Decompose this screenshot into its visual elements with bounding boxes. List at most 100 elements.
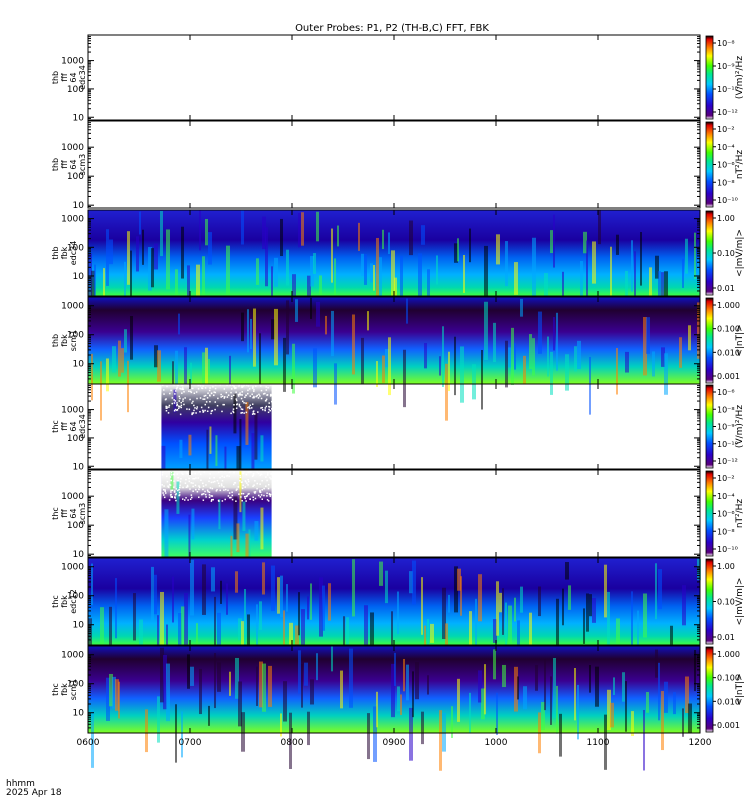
colorbar-tick-label: 0.001 [717, 372, 740, 381]
colorbar [705, 646, 714, 733]
x-tick-label: 0600 [77, 738, 100, 748]
spectrogram-p8 [88, 646, 700, 771]
x-tick-label: 0800 [281, 738, 304, 748]
y-tick-label: 1000 [61, 563, 84, 573]
colorbar-tick-label: 1.000 [717, 301, 740, 310]
colorbar [705, 384, 714, 469]
panel-frame [87, 120, 701, 209]
x-tick-label: 1100 [587, 738, 610, 748]
colorbar-tick-label: 10⁻⁶ [717, 388, 735, 397]
panel-label-line: 64 [69, 421, 78, 431]
colorbar-title: <|mV/m|> [735, 229, 745, 277]
colorbar-tick-label: 0.01 [717, 284, 735, 293]
y-tick-label: 1000 [61, 57, 84, 67]
x-tick-label: 0900 [383, 738, 406, 748]
y-tick-label: 100 [67, 592, 84, 602]
colorbar-tick-label: 10⁻⁸ [717, 178, 735, 187]
colorbar-tick-label: 0.100 [717, 325, 740, 334]
colorbar [705, 297, 714, 384]
y-tick-label: 100 [67, 331, 84, 341]
x-tick-label: 1000 [485, 738, 508, 748]
panel-label-line: thc [51, 595, 60, 608]
y-tick-label: 10 [73, 550, 85, 560]
y-tick-label: 1000 [61, 406, 84, 416]
colorbar-tick-label: 10⁻⁴ [717, 143, 735, 152]
panel-label-line: fff [60, 509, 69, 518]
time-axis-label-hhmm: hhmm [6, 779, 35, 789]
colorbar-tick-label: 0.10 [717, 249, 735, 258]
colorbar-title: nT²/Hz [735, 499, 745, 529]
time-axis-label-date: 2025 Apr 18 [6, 788, 62, 798]
panel-label-line: fff [60, 160, 69, 169]
colorbar-title: (V/m)²/Hz [735, 405, 745, 448]
colorbar-title: <|nT|> [735, 673, 745, 705]
panel-label-line: thb [51, 334, 60, 347]
y-tick-label: 10 [73, 113, 85, 123]
colorbar-tick-label: 10⁻¹⁰ [717, 545, 738, 554]
colorbar-tick-label: 10⁻⁶ [717, 161, 735, 170]
panel-p4: 10 100 1000 thb fbk scm1 1.000 0.100 0.010 0.001 <… [51, 296, 745, 421]
panel-label-line: thb [51, 158, 60, 171]
colorbar-tick-label: 0.010 [717, 348, 740, 357]
colorbar-tick-label: 10⁻⁶ [717, 510, 735, 519]
panel-label-line: scm1 [69, 679, 78, 700]
y-tick-label: 10 [73, 621, 85, 631]
y-tick-label: 1000 [61, 215, 84, 225]
y-tick-label: 100 [67, 434, 84, 444]
panel-label-line: 64 [69, 159, 78, 169]
y-tick-label: 10 [73, 709, 85, 719]
panel-label-line: fff [60, 422, 69, 431]
colorbar [705, 35, 714, 120]
colorbar-tick-label: 10⁻² [717, 125, 735, 134]
panel-label-line: thc [51, 420, 60, 433]
colorbar [705, 121, 714, 208]
colorbar-title: <|mV/m|> [735, 578, 745, 626]
colorbar-tick-label: 10⁻⁴ [717, 492, 735, 501]
colorbar-tick-label: 10⁻⁸ [717, 527, 735, 536]
x-tick-label: 1200 [689, 738, 712, 748]
colorbar-tick-label: 1.00 [717, 214, 735, 223]
colorbar-tick-label: 1.000 [717, 650, 740, 659]
y-tick-label: 10 [73, 272, 85, 282]
colorbar-tick-label: 10⁻⁸ [717, 405, 735, 414]
y-tick-label: 100 [67, 680, 84, 690]
colorbar-tick-label: 0.010 [717, 697, 740, 706]
panel-label-line: edc34 [69, 241, 78, 266]
panel-label-line: fbk [60, 334, 69, 347]
y-tick-label: 1000 [61, 651, 84, 661]
panel-label-line: edc34 [78, 65, 87, 90]
panel-p7: 10 100 1000 thc fbk edc12 1.00 0.10 0.01<|mV/m|> [51, 557, 745, 684]
spectrogram-p7 [88, 558, 701, 684]
y-tick-label: 1000 [61, 302, 84, 312]
y-tick-label: 100 [67, 172, 84, 182]
panel-label-line: edc34 [78, 414, 87, 439]
panel-label-line: fbk [60, 595, 69, 608]
colorbar-tick-label: 10⁻¹² [717, 108, 738, 117]
colorbar-tick-label: 0.100 [717, 674, 740, 683]
panel-label-line: thb [51, 246, 60, 259]
colorbar-tick-label: 0.001 [717, 721, 740, 730]
panel-p8: 10 100 1000 thc fbk scm1 1.000 0.100 0.010 0.001 <… [51, 645, 745, 771]
panel-label-line: fbk [60, 683, 69, 696]
panel-label-line: fff [60, 73, 69, 82]
y-tick-label: 10 [73, 201, 85, 211]
colorbar-tick-label: 10⁻² [717, 474, 735, 483]
panel-label-line: scm3 [78, 503, 87, 524]
y-tick-label: 100 [67, 243, 84, 253]
colorbar-title: nT²/Hz [735, 150, 745, 180]
spectrogram-p4 [88, 297, 700, 421]
panel-label-line: fbk [60, 246, 69, 259]
panel-label-line: thc [51, 683, 60, 696]
panel-label-line: scm3 [78, 154, 87, 175]
colorbar-tick-label: 10⁻⁹ [717, 423, 735, 432]
colorbar-tick-label: 10⁻¹⁰ [717, 440, 738, 449]
x-tick-label: 0700 [179, 738, 202, 748]
figure-title: Outer Probes: P1, P2 (TH-B,C) FFT, FBK [295, 23, 489, 34]
y-tick-label: 10 [73, 462, 85, 472]
colorbar-tick-label: 0.01 [717, 633, 735, 642]
colorbar-tick-label: 10⁻¹² [717, 457, 738, 466]
